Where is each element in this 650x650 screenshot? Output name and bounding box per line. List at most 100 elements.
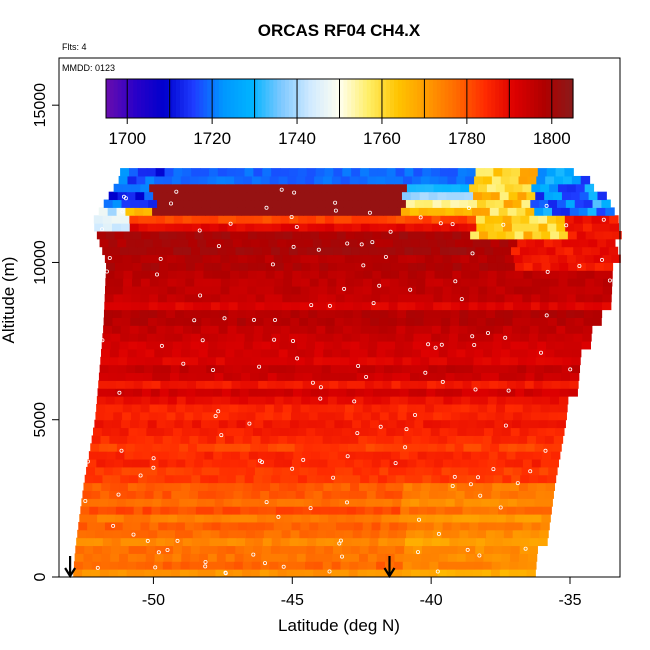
heatmap-cell bbox=[274, 231, 284, 240]
heatmap-cell bbox=[482, 356, 492, 366]
heatmap-cell bbox=[210, 411, 221, 421]
heatmap-cell bbox=[295, 490, 306, 499]
heatmap-cell bbox=[100, 435, 110, 444]
heatmap-cell bbox=[425, 514, 436, 523]
heatmap-cell bbox=[98, 506, 108, 515]
heatmap-cell bbox=[538, 223, 548, 232]
heatmap-cell bbox=[361, 529, 371, 539]
heatmap-cell bbox=[123, 231, 133, 240]
heatmap-cell bbox=[591, 246, 601, 256]
heatmap-cell bbox=[370, 301, 381, 311]
heatmap-cell bbox=[541, 388, 552, 397]
heatmap-cell bbox=[312, 498, 322, 507]
heatmap-cell bbox=[451, 254, 461, 263]
heatmap-cell bbox=[518, 482, 529, 491]
heatmap-cell bbox=[376, 435, 386, 444]
heatmap-cell bbox=[137, 333, 148, 342]
heatmap-cell bbox=[192, 199, 202, 208]
heatmap-cell bbox=[421, 341, 432, 350]
heatmap-cell bbox=[282, 183, 292, 193]
heatmap-cell bbox=[203, 459, 213, 468]
heatmap-cell bbox=[493, 537, 504, 547]
heatmap-cell bbox=[233, 569, 243, 578]
heatmap-cell bbox=[359, 545, 370, 554]
heatmap-cell bbox=[313, 435, 324, 444]
heatmap-cell bbox=[273, 293, 283, 303]
heatmap-cell bbox=[391, 451, 401, 460]
heatmap-cell bbox=[146, 427, 156, 436]
colorbar-segment bbox=[277, 79, 282, 118]
heatmap-cell bbox=[395, 545, 405, 554]
heatmap-cell bbox=[414, 317, 425, 326]
heatmap-cell bbox=[313, 490, 323, 499]
heatmap-cell bbox=[261, 482, 271, 491]
heatmap-cell bbox=[282, 459, 293, 468]
heatmap-cell bbox=[128, 341, 138, 350]
heatmap-cell bbox=[236, 317, 247, 326]
heatmap-cell bbox=[413, 474, 423, 484]
heatmap-cell bbox=[363, 270, 373, 279]
heatmap-cell bbox=[247, 270, 258, 279]
heatmap-cell bbox=[354, 396, 364, 405]
heatmap-cell bbox=[322, 435, 333, 444]
heatmap-cell bbox=[199, 246, 210, 256]
heatmap-cell bbox=[515, 451, 525, 460]
heatmap-cell bbox=[176, 521, 186, 531]
heatmap-cell bbox=[600, 223, 611, 232]
heatmap-cell bbox=[442, 293, 452, 303]
heatmap-cell bbox=[429, 561, 439, 570]
heatmap-cell bbox=[148, 529, 158, 539]
colorbar-segment bbox=[117, 79, 123, 118]
heatmap-cell bbox=[215, 356, 226, 366]
heatmap-cell bbox=[286, 356, 297, 366]
heatmap-cell bbox=[191, 537, 202, 547]
heatmap-cell bbox=[348, 364, 358, 374]
heatmap-cell bbox=[503, 309, 514, 318]
heatmap-cell bbox=[485, 223, 495, 232]
heatmap-cell bbox=[112, 466, 123, 476]
heatmap-cell bbox=[158, 183, 168, 193]
heatmap-cell bbox=[431, 223, 442, 232]
heatmap-cell bbox=[433, 254, 444, 263]
heatmap-cell bbox=[472, 238, 483, 248]
heatmap-cell bbox=[103, 317, 113, 326]
heatmap-cell bbox=[366, 191, 376, 201]
sample-point bbox=[378, 424, 383, 429]
heatmap-cell bbox=[483, 341, 494, 350]
heatmap-cell bbox=[250, 372, 260, 381]
heatmap-cell bbox=[298, 419, 309, 429]
sample-point bbox=[333, 208, 338, 213]
heatmap-cell bbox=[549, 404, 559, 413]
heatmap-cell bbox=[326, 183, 337, 193]
heatmap-cell bbox=[563, 348, 573, 358]
heatmap-cell bbox=[321, 191, 332, 201]
heatmap-cell bbox=[101, 553, 111, 562]
heatmap-cell bbox=[447, 561, 457, 570]
heatmap-cell bbox=[313, 561, 324, 570]
sample-point bbox=[438, 221, 443, 226]
heatmap-cell bbox=[520, 223, 531, 232]
heatmap-cell bbox=[125, 372, 135, 381]
heatmap-cell bbox=[110, 341, 120, 350]
heatmap-cell bbox=[212, 262, 223, 271]
heatmap-cell bbox=[211, 278, 222, 287]
heatmap-cell bbox=[194, 270, 204, 279]
heatmap-cell bbox=[152, 364, 163, 374]
heatmap-cell bbox=[377, 474, 388, 484]
heatmap-cell bbox=[375, 356, 386, 366]
sample-point bbox=[465, 547, 470, 552]
heatmap-cell bbox=[285, 498, 296, 507]
heatmap-cell bbox=[442, 411, 452, 421]
heatmap-cell bbox=[487, 396, 498, 405]
colorbar-segment bbox=[561, 79, 566, 118]
heatmap-cell bbox=[255, 254, 266, 263]
heatmap-cell bbox=[287, 175, 297, 185]
heatmap-cell bbox=[358, 348, 369, 358]
heatmap-cell bbox=[574, 325, 584, 334]
heatmap-cell bbox=[442, 254, 452, 263]
heatmap-cell bbox=[380, 278, 391, 287]
heatmap-cell bbox=[220, 254, 230, 263]
heatmap-cell bbox=[307, 223, 317, 232]
heatmap-cell bbox=[484, 474, 494, 484]
heatmap-cell bbox=[438, 553, 449, 562]
